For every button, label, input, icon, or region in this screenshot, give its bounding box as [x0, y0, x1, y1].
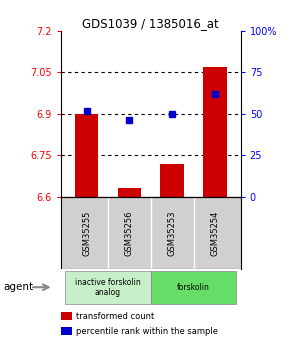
Bar — [203, 67, 227, 197]
Title: GDS1039 / 1385016_at: GDS1039 / 1385016_at — [82, 17, 219, 30]
Text: forskolin: forskolin — [177, 283, 210, 292]
Text: GSM35254: GSM35254 — [211, 210, 220, 256]
Text: GSM35253: GSM35253 — [168, 210, 177, 256]
Bar — [75, 114, 98, 197]
Bar — [151, 271, 236, 304]
Bar — [118, 188, 141, 197]
Text: GSM35256: GSM35256 — [125, 210, 134, 256]
Text: agent: agent — [3, 282, 33, 292]
Text: transformed count: transformed count — [76, 312, 154, 321]
Bar — [65, 271, 151, 304]
Text: inactive forskolin
analog: inactive forskolin analog — [75, 277, 141, 297]
Text: percentile rank within the sample: percentile rank within the sample — [76, 327, 218, 336]
Text: GSM35255: GSM35255 — [82, 210, 91, 256]
Bar — [160, 164, 184, 197]
